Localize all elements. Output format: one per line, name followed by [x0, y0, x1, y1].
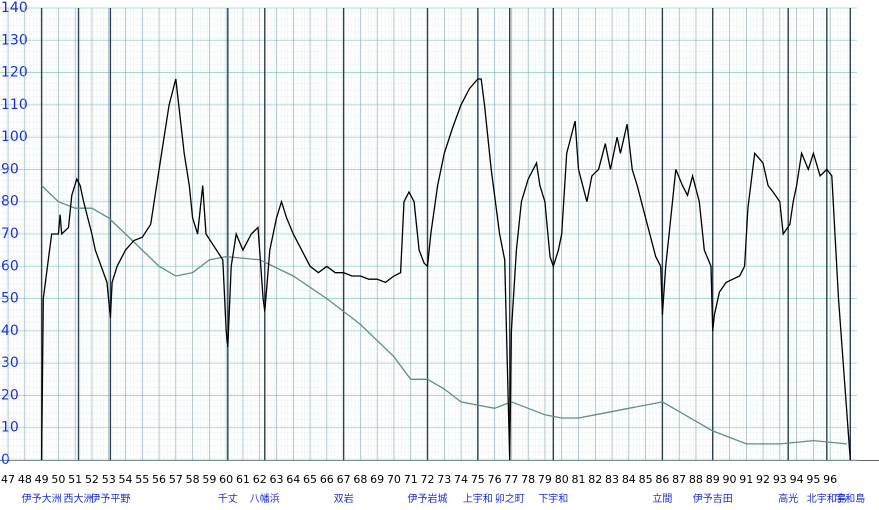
- station-label: 宇和島: [835, 492, 865, 505]
- y-tick-label: 10: [1, 420, 19, 436]
- x-tick-label: 60: [219, 473, 233, 486]
- x-tick-label: 89: [706, 473, 720, 486]
- y-tick-label: 50: [1, 291, 19, 307]
- x-tick-label: 80: [555, 473, 569, 486]
- x-tick-label: 75: [471, 473, 485, 486]
- x-tick-label: 48: [18, 473, 32, 486]
- y-tick-label: 90: [1, 161, 19, 177]
- x-tick-label: 77: [504, 473, 518, 486]
- x-tick-label: 58: [186, 473, 200, 486]
- station-label: 立間: [652, 492, 672, 505]
- y-tick-label: 60: [1, 258, 19, 274]
- x-tick-label: 82: [588, 473, 602, 486]
- station-label: 伊予大洲: [22, 492, 62, 505]
- x-tick-label: 76: [488, 473, 502, 486]
- station-label: 八幡浜: [250, 492, 280, 505]
- x-tick-label: 56: [152, 473, 166, 486]
- x-tick-label: 78: [521, 473, 535, 486]
- x-tick-label: 96: [823, 473, 837, 486]
- x-tick-label: 84: [622, 473, 636, 486]
- station-label: 下宇和: [538, 492, 568, 505]
- y-tick-label: 100: [1, 129, 28, 145]
- y-tick-label: 0: [1, 452, 10, 468]
- x-tick-label: 74: [454, 473, 468, 486]
- x-tick-label: 85: [639, 473, 653, 486]
- x-tick-label: 57: [169, 473, 183, 486]
- station-label: 伊予岩城: [407, 492, 447, 505]
- x-tick-label: 94: [790, 473, 804, 486]
- x-tick-label: 54: [118, 473, 132, 486]
- x-tick-label: 59: [202, 473, 216, 486]
- x-tick-label: 63: [269, 473, 283, 486]
- x-tick-label: 95: [806, 473, 820, 486]
- y-tick-label: 130: [1, 32, 28, 48]
- x-tick-label: 79: [538, 473, 552, 486]
- station-label: 卯之町: [495, 492, 525, 505]
- x-tick-label: 88: [689, 473, 703, 486]
- x-tick-label: 87: [672, 473, 686, 486]
- y-tick-label: 40: [1, 323, 19, 339]
- x-tick-label: 52: [85, 473, 99, 486]
- x-tick-label: 62: [253, 473, 267, 486]
- y-tick-label: 20: [1, 387, 19, 403]
- station-label: 伊予平野: [90, 493, 130, 505]
- station-label: 千丈: [218, 493, 238, 505]
- x-tick-label: 66: [320, 473, 334, 486]
- station-label: 伊予吉田: [693, 493, 733, 505]
- x-tick-label: 71: [404, 473, 418, 486]
- x-tick-label: 91: [739, 473, 753, 486]
- x-tick-label: 68: [353, 473, 367, 486]
- x-tick-label: 61: [236, 473, 250, 486]
- x-tick-label: 83: [605, 473, 619, 486]
- x-tick-label: 93: [773, 473, 787, 486]
- x-tick-label: 51: [68, 473, 82, 486]
- x-tick-label: 69: [370, 473, 384, 486]
- series-line: [40, 78, 851, 461]
- y-tick-label: 30: [1, 355, 19, 371]
- y-tick-label: 70: [1, 226, 19, 242]
- y-tick-label: 120: [1, 65, 28, 81]
- x-tick-label: 49: [35, 473, 49, 486]
- station-label: 双岩: [334, 492, 354, 505]
- y-tick-label: 110: [1, 97, 28, 113]
- station-label: 上宇和: [463, 492, 493, 505]
- x-tick-label: 72: [420, 473, 434, 486]
- station-label: 北宇和島: [807, 492, 847, 505]
- station-label: 高光: [778, 492, 798, 505]
- series-line: [41, 185, 847, 445]
- y-tick-label: 80: [1, 194, 19, 210]
- x-tick-label: 81: [571, 473, 585, 486]
- x-tick-label: 53: [102, 473, 116, 486]
- x-tick-label: 73: [437, 473, 451, 486]
- x-tick-label: 47: [1, 473, 15, 486]
- x-tick-label: 86: [655, 473, 669, 486]
- x-tick-label: 90: [722, 473, 736, 486]
- x-tick-label: 50: [51, 473, 65, 486]
- x-tick-label: 55: [135, 473, 149, 486]
- y-tick-label: 140: [1, 0, 28, 16]
- station-label: 西大洲: [64, 492, 94, 505]
- x-tick-label: 92: [756, 473, 770, 486]
- x-tick-label: 70: [387, 473, 401, 486]
- x-tick-label: 67: [337, 473, 351, 486]
- x-tick-label: 64: [286, 473, 300, 486]
- x-tick-label: 65: [303, 473, 317, 486]
